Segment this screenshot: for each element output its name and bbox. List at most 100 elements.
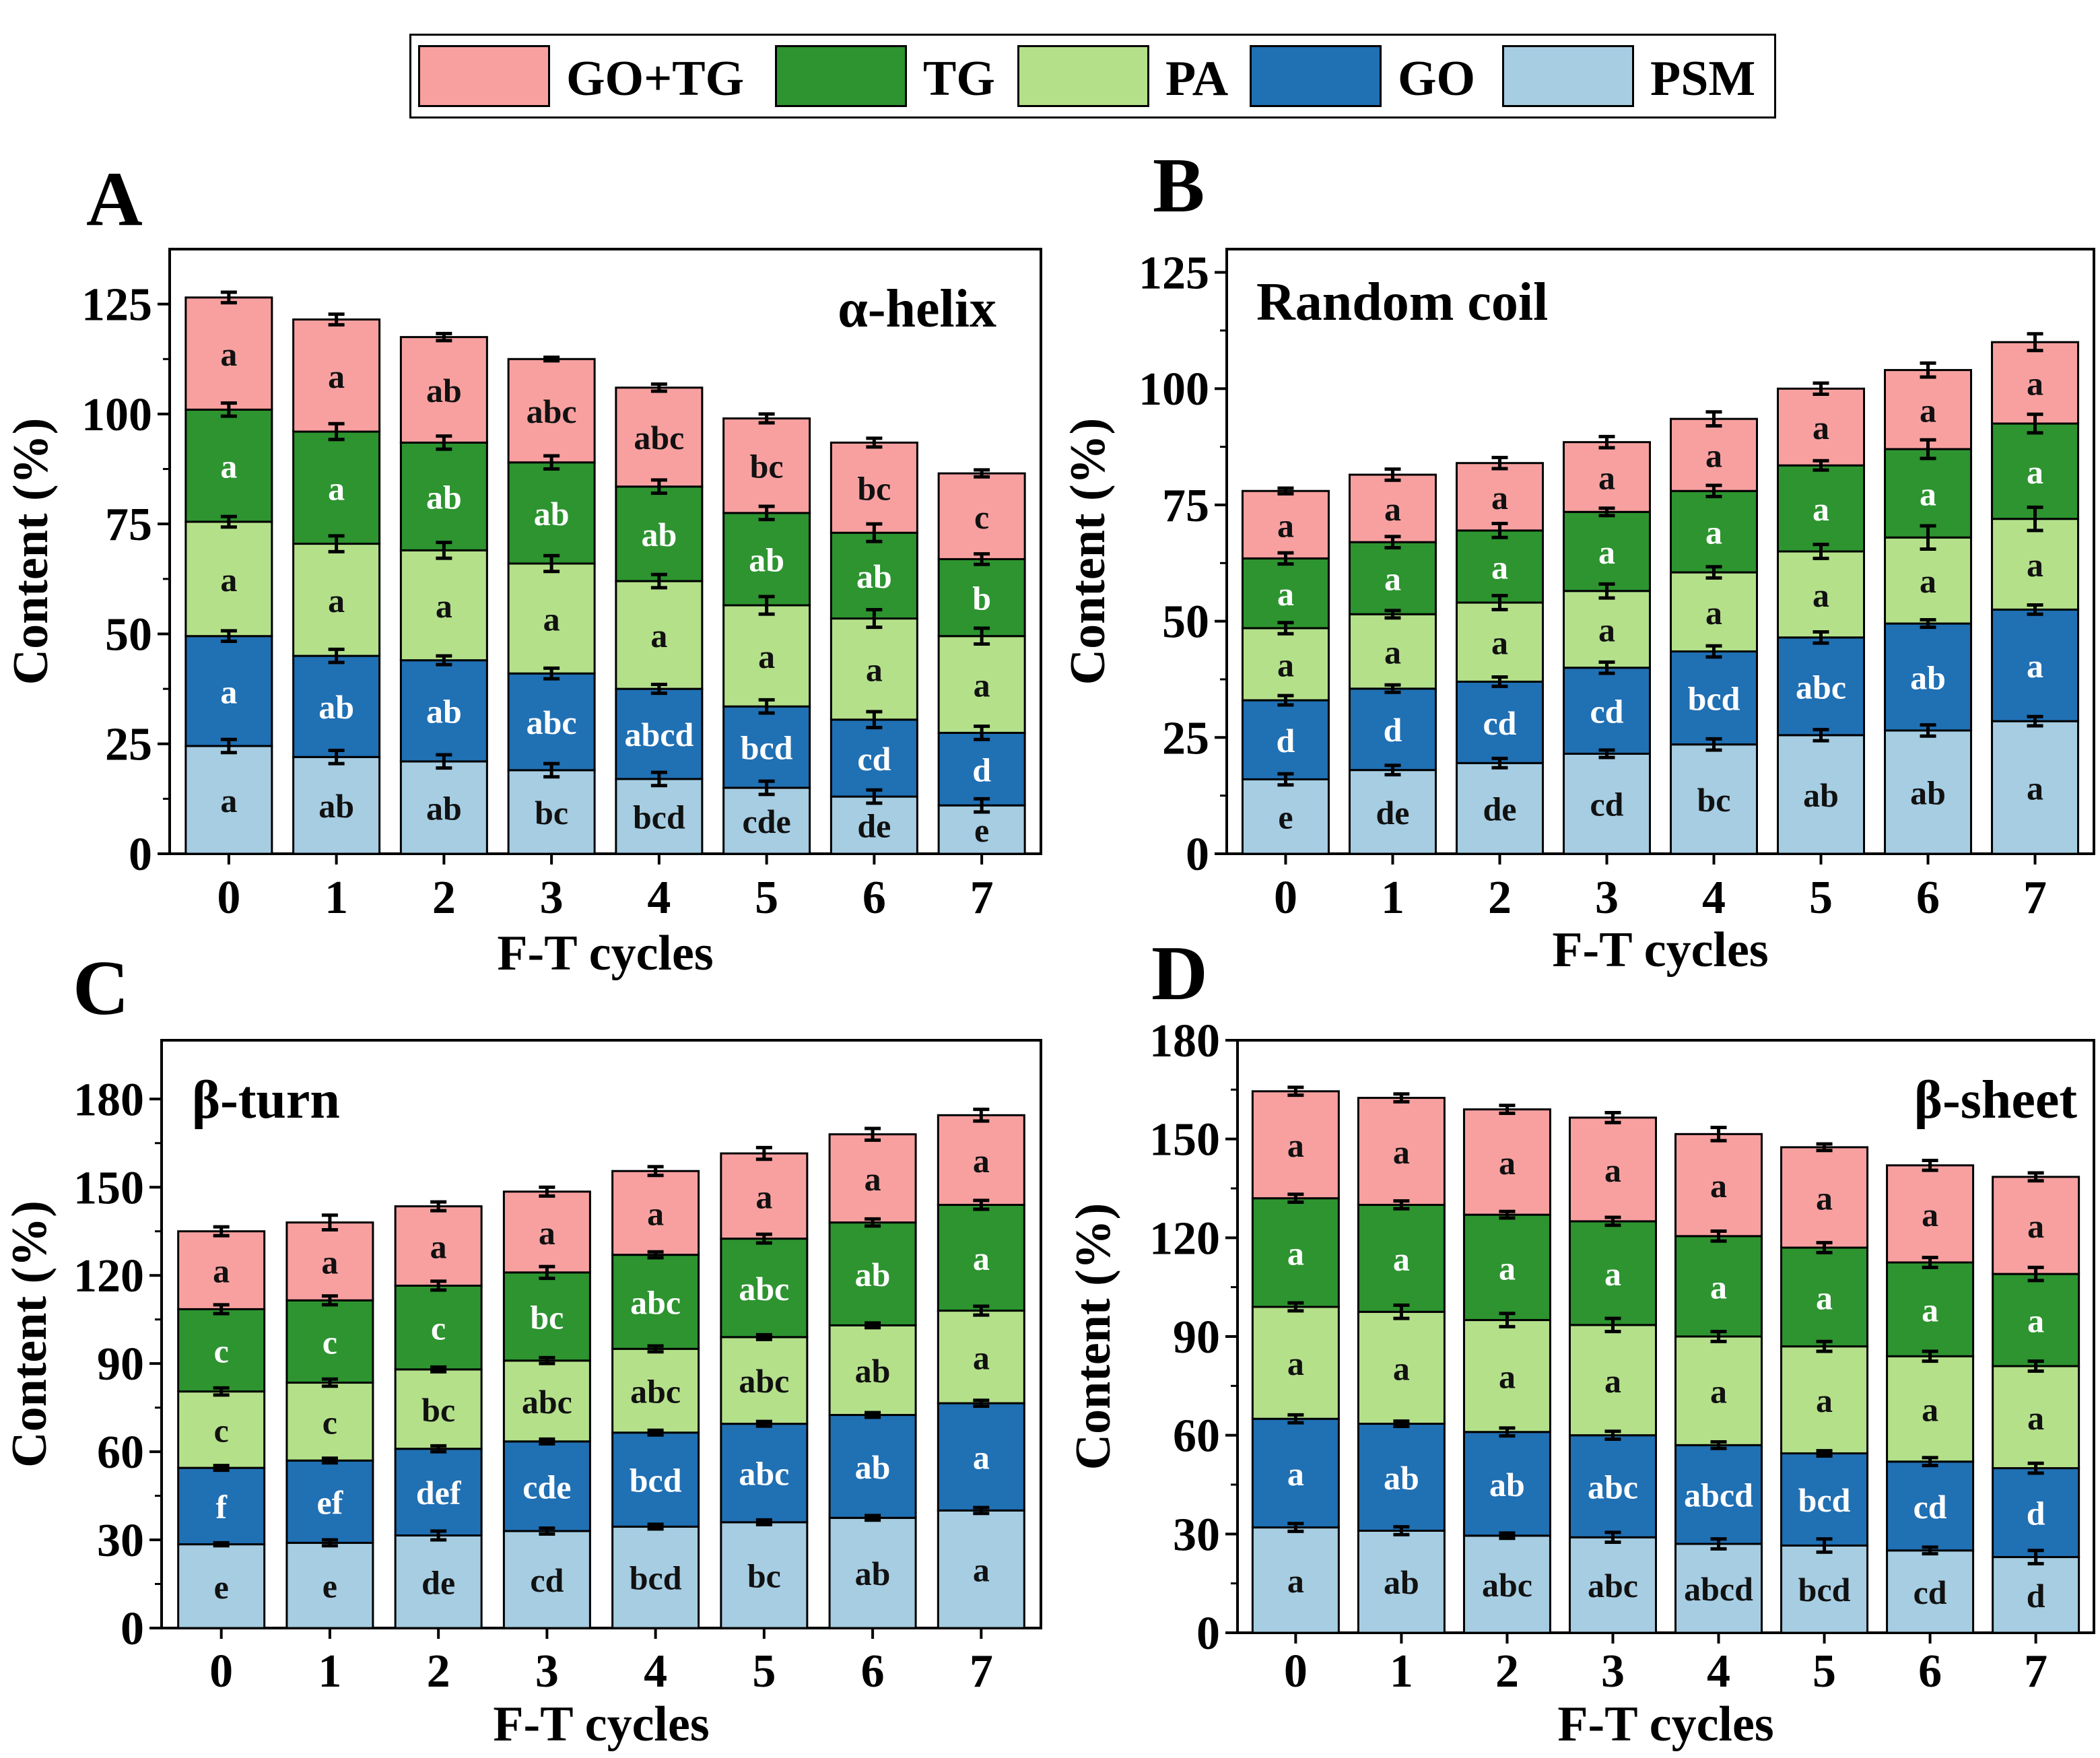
significance-label: cd xyxy=(1913,1574,1947,1611)
significance-label: a xyxy=(220,335,237,373)
bar-segment-go xyxy=(1777,636,1866,737)
significance-label: a xyxy=(866,651,883,689)
x-tick-label: 6 xyxy=(861,1646,885,1697)
x-tick-label: 5 xyxy=(755,872,778,924)
significance-label: ab xyxy=(855,1555,891,1592)
significance-label: a xyxy=(1491,624,1508,662)
legend-label: PA xyxy=(1165,51,1229,106)
x-tick-label: 3 xyxy=(535,1646,559,1697)
significance-label: a xyxy=(436,587,452,625)
significance-label: a xyxy=(1920,475,1936,513)
significance-label: de xyxy=(421,1563,455,1601)
x-tick-label: 3 xyxy=(1601,1646,1625,1697)
plot-frame xyxy=(168,248,1042,855)
bar-segment-go xyxy=(1455,680,1544,764)
significance-label: a xyxy=(1922,1196,1938,1233)
chart-d: 0 30 60 90 120 150 180 0 a a a a a 1 ab ab a a a 2 abc ab a a a 3… xyxy=(1066,1015,2095,1752)
bar-segment-go xyxy=(937,731,1026,807)
bar-segment-tg xyxy=(502,1271,591,1362)
significance-label: a xyxy=(1287,1562,1304,1600)
x-tick-label: 5 xyxy=(1809,872,1833,924)
bar-segment-psm xyxy=(1884,729,1973,855)
significance-label: a xyxy=(1277,575,1294,613)
legend-label: GO xyxy=(1398,51,1476,106)
significance-label: ef xyxy=(316,1483,343,1521)
significance-label: ab xyxy=(426,372,462,409)
bar-segment-tg xyxy=(1241,557,1330,630)
significance-label: a xyxy=(1491,479,1508,516)
significance-label: ab xyxy=(1384,1459,1419,1497)
significance-label: c xyxy=(974,498,989,536)
significance-label: a xyxy=(1277,506,1294,544)
bar-segment-psm xyxy=(394,1534,483,1629)
significance-label: a xyxy=(1604,1151,1621,1189)
legend-swatch xyxy=(418,45,550,107)
bar-segment-go xyxy=(829,718,918,798)
bar-segment-pa xyxy=(611,1347,700,1434)
significance-label: e xyxy=(323,1567,337,1605)
significance-label: ab xyxy=(1803,776,1839,814)
x-tick-label: 1 xyxy=(1381,872,1404,924)
bar-segment-psm xyxy=(615,778,704,855)
significance-label: a xyxy=(328,358,345,395)
bar-segment-go xyxy=(1780,1452,1869,1547)
x-tick-label: 4 xyxy=(644,1646,667,1697)
bar-segment-tg xyxy=(722,512,811,607)
significance-label: a xyxy=(1920,391,1936,429)
significance-label: a xyxy=(1384,634,1401,671)
significance-label: c xyxy=(323,1323,337,1361)
chart-c: 03060901201501800efcca1eefcca2dedefbcca3… xyxy=(2,1039,1042,1752)
significance-label: a xyxy=(1598,533,1615,571)
significance-label: def xyxy=(416,1474,462,1512)
bar-segment-tg xyxy=(720,1238,809,1339)
x-tick-label: 4 xyxy=(647,872,671,924)
y-tick-label: 0 xyxy=(1196,1608,1220,1660)
significance-label: a xyxy=(543,601,560,638)
panel-letter-b: B xyxy=(1153,143,1205,229)
y-tick-label: 30 xyxy=(1173,1509,1220,1561)
significance-label: abc xyxy=(739,1362,789,1400)
bar-segment-psm xyxy=(1670,743,1759,855)
significance-label: a xyxy=(1499,1249,1516,1287)
significance-label: ab xyxy=(1489,1466,1525,1503)
chart-a: 02550751001250aaaaa1ababaaa2ababaabab3bc… xyxy=(3,248,1042,981)
bar-segment-psm xyxy=(507,769,596,855)
y-tick-label: 50 xyxy=(1162,597,1209,648)
bar-segment-tg xyxy=(1562,510,1651,593)
legend-swatch xyxy=(1502,45,1634,107)
y-tick-label: 150 xyxy=(1149,1114,1220,1166)
bar-segment-go-tg xyxy=(1357,1097,1446,1206)
bar-segment-tg xyxy=(1992,1273,2080,1367)
y-tick-label: 90 xyxy=(97,1339,144,1390)
significance-label: ab xyxy=(855,1352,891,1390)
legend-swatch xyxy=(775,45,907,107)
y-axis-label: Content (%) xyxy=(3,418,59,685)
significance-label: bc xyxy=(750,448,784,485)
significance-label: c xyxy=(214,1411,229,1449)
y-tick-label: 0 xyxy=(121,1603,144,1655)
y-tick-label: 30 xyxy=(97,1515,144,1567)
y-tick-label: 125 xyxy=(1139,248,1209,300)
significance-label: ab xyxy=(855,1448,891,1486)
bar-segment-psm xyxy=(1777,734,1866,855)
significance-label: bc xyxy=(535,794,568,832)
significance-label: a xyxy=(1384,490,1401,528)
x-tick-label: 2 xyxy=(432,872,456,924)
significance-label: bcd xyxy=(1688,680,1740,718)
significance-label: c xyxy=(214,1332,229,1370)
significance-label: bcd xyxy=(741,729,793,767)
significance-label: d xyxy=(1277,722,1295,759)
x-tick-label: 0 xyxy=(1274,872,1297,924)
bar-segment-go-tg xyxy=(720,1152,809,1240)
significance-label: cd xyxy=(1590,786,1623,823)
bar-segment-go xyxy=(292,654,381,758)
x-tick-label: 4 xyxy=(1702,872,1726,924)
bar-segment-pa xyxy=(1884,536,1973,625)
legend-label: PSM xyxy=(1650,51,1756,106)
bar-segment-tg xyxy=(828,1221,917,1326)
y-tick-label: 0 xyxy=(129,829,152,881)
significance-label: a xyxy=(2027,647,2043,685)
x-tick-label: 6 xyxy=(1916,872,1940,924)
bar-segment-go-tg xyxy=(292,318,381,433)
bar-segment-psm xyxy=(1886,1549,1975,1634)
